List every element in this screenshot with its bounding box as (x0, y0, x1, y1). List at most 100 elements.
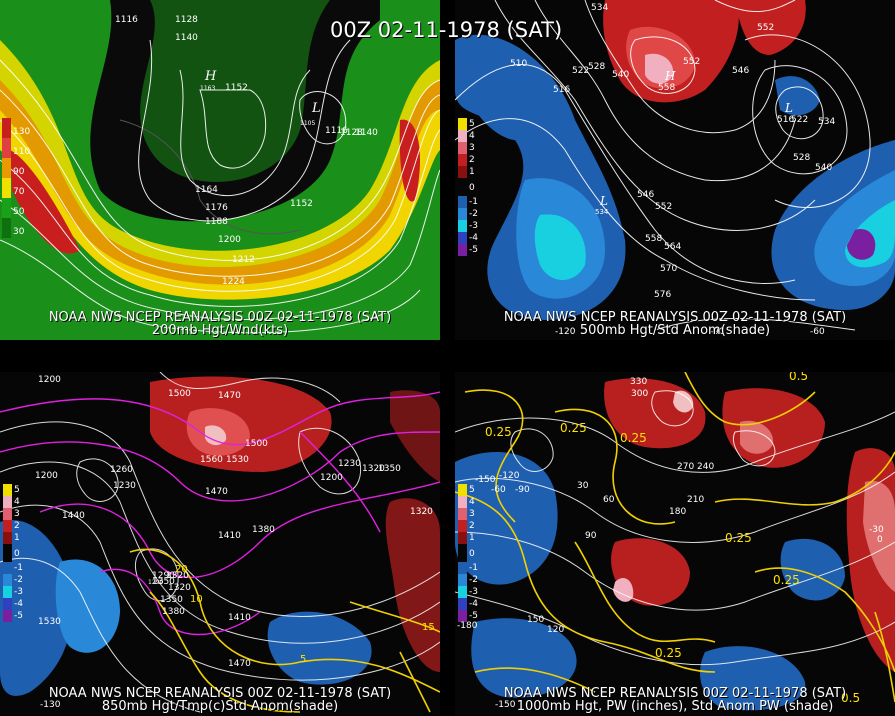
contour-label: 522 (572, 66, 589, 76)
legend-label: 1 (469, 533, 475, 543)
legend-swatch (2, 158, 11, 178)
contour-label: 552 (655, 202, 672, 212)
contour-label: 540 (612, 70, 629, 80)
contour-label: 528 (588, 62, 605, 72)
contour-label: 1260 (110, 465, 133, 475)
legend-label: 90 (13, 167, 25, 177)
contour-label: -90 (515, 485, 530, 495)
pw-label: 0.25 (485, 425, 512, 439)
map-500mb (455, 0, 895, 340)
contour-label: 1212 (232, 255, 255, 265)
contour-label: 1230 (113, 481, 136, 491)
pw-label: 0.25 (655, 646, 682, 660)
contour-label: 546 (637, 190, 654, 200)
contour-label: -60 (491, 485, 506, 495)
legend-swatch (3, 520, 12, 532)
contour-label: 1128 (340, 128, 363, 138)
contour-label: 1163 (200, 85, 215, 92)
contour-label: 516 (553, 85, 570, 95)
contour-label: 564 (664, 242, 681, 252)
legend-swatch (3, 508, 12, 520)
panel-200mb: 130 110 90 70 50 30 1116 1128 1140 1152 … (0, 0, 440, 340)
legend-swatch (3, 586, 12, 598)
legend-label: 1 (14, 533, 20, 543)
low-marker: L (784, 101, 793, 115)
legend-label: -5 (14, 611, 23, 621)
legend-label: 5 (14, 485, 20, 495)
temp-label: 15 (422, 622, 435, 633)
pw-label: 0.25 (725, 531, 752, 545)
pw-label: 0.25 (620, 431, 647, 445)
contour-label: 1320 (166, 571, 189, 581)
caption-source: NOAA NWS NCEP REANALYSIS 00Z 02-11-1978 … (503, 686, 847, 701)
legend-swatch (2, 218, 11, 238)
contour-label: 1140 (355, 128, 378, 138)
legend-swatch (458, 178, 467, 196)
contour-label: 552 (683, 57, 700, 67)
legend-label: 0 (469, 183, 475, 193)
contour-label: 240 (697, 462, 714, 472)
contour-label: 1410 (228, 613, 251, 623)
legend-label: -1 (469, 563, 478, 573)
contour-label: 1152 (290, 199, 313, 209)
legend-label: 2 (469, 155, 475, 165)
contour-label: 1176 (205, 203, 228, 213)
contour-label: 270 (677, 462, 694, 472)
contour-label: 180 (669, 507, 686, 517)
contour-label: 1320 (168, 583, 191, 593)
legend-swatch (458, 142, 467, 154)
axis-label: -60 (810, 327, 825, 337)
legend-label: -4 (14, 599, 23, 609)
contour-label: 1410 (218, 531, 241, 541)
legend-swatch (3, 610, 12, 622)
contour-label: 30 (577, 481, 589, 491)
legend-label: 5 (469, 119, 475, 129)
legend-swatch (3, 574, 12, 586)
contour-label: 528 (793, 153, 810, 163)
contour-label: 516 (777, 115, 794, 125)
contour-label: 576 (654, 290, 671, 300)
legend-swatch (458, 574, 467, 586)
contour-label: 1105 (300, 120, 315, 127)
contour-label: 1470 (205, 487, 228, 497)
legend-label: -2 (14, 575, 23, 585)
legend-label: -3 (14, 587, 23, 597)
labels-200mb: 1116 1128 1140 1152 1163 1105 1116 1128 … (115, 15, 378, 287)
contour-label: 0 (877, 535, 883, 545)
panel-850mb: 5 4 3 2 1 0 -1 -2 -3 -4 -5 1200 1500 147… (0, 372, 440, 716)
contour-label: 1200 (38, 375, 61, 385)
caption-field: 1000mb Hgt, PW (inches), Std Anom PW (sh… (516, 699, 834, 714)
legend-swatch (458, 544, 467, 562)
contour-label: 90 (585, 531, 597, 541)
legend-label: -5 (469, 611, 478, 621)
contour-label: 1500 (168, 389, 191, 399)
legend-swatch (3, 598, 12, 610)
temp-label: 5 (300, 654, 306, 665)
contour-label: 1230 (338, 459, 361, 469)
contour-label: 534 (818, 117, 835, 127)
legend-label: -5 (469, 245, 478, 255)
legend-swatch (458, 154, 467, 166)
legend-label: 30 (13, 227, 25, 237)
legend-label: 50 (13, 207, 25, 217)
caption-source: NOAA NWS NCEP REANALYSIS 00Z 02-11-1978 … (503, 310, 847, 325)
legend-label: 130 (13, 127, 31, 137)
contour-label: -120 (499, 471, 520, 481)
pw-label: 0.25 (773, 573, 800, 587)
main-title: 00Z 02-11-1978 (SAT) (330, 18, 563, 42)
contour-label: 1224 (222, 277, 245, 287)
legend-swatch (458, 610, 467, 622)
legend-label: 0 (14, 549, 20, 559)
legend-swatch (458, 220, 467, 232)
contour-label: 210 (687, 495, 704, 505)
legend-label: -3 (469, 587, 478, 597)
legend-swatch (458, 244, 467, 256)
contour-label: 1470 (228, 659, 251, 669)
legend-label: -1 (469, 197, 478, 207)
contour-label: 1320 (362, 464, 385, 474)
caption-field: 850mb Hgt/Tmp(c)Std Anom(shade) (101, 699, 339, 714)
legend-label: -4 (469, 599, 478, 609)
contour-label: 150 (527, 615, 544, 625)
contour-label: 558 (645, 234, 662, 244)
legend-swatch (458, 130, 467, 142)
